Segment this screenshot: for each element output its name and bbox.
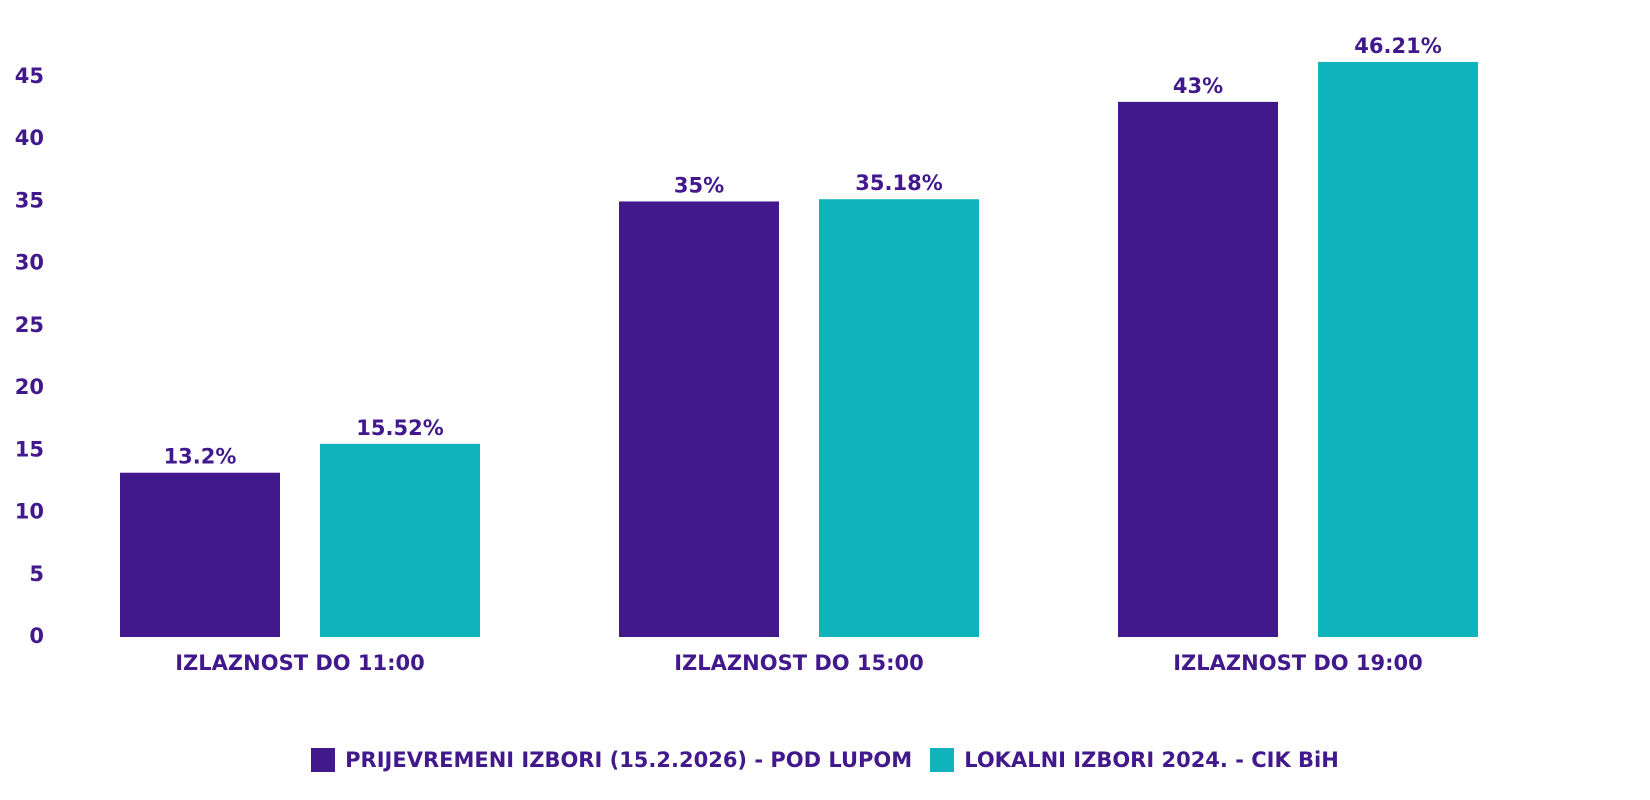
bar-series-2-1 xyxy=(320,443,480,637)
legend-label-series-1: PRIJEVREMENI IZBORI (15.2.2026) - POD LU… xyxy=(345,748,913,772)
bar-chart: 0 5 10 15 20 25 30 35 40 45 13.2% 15.52% 35% 35.18% 4… xyxy=(15,34,1478,675)
bar-series-1-3 xyxy=(1118,101,1278,637)
y-tick-label: 45 xyxy=(15,64,44,88)
y-tick-label: 0 xyxy=(29,624,44,648)
bar-series-1-1 xyxy=(120,472,280,637)
y-tick-label: 35 xyxy=(15,188,44,212)
bar-series-2-3 xyxy=(1318,61,1478,638)
x-category-label: IZLAZNOST DO 19:00 xyxy=(1173,651,1423,675)
legend-label-series-2: LOKALNI IZBORI 2024. - CIK BiH xyxy=(964,748,1339,772)
bar-series-2-2 xyxy=(819,199,979,637)
bar-series-1-2 xyxy=(619,201,779,637)
legend: PRIJEVREMENI IZBORI (15.2.2026) - POD LU… xyxy=(0,740,1650,780)
data-label: 35% xyxy=(674,173,724,197)
legend-swatch-series-2 xyxy=(930,748,955,772)
bars: 13.2% 15.52% 35% 35.18% 43% 46.21% xyxy=(120,34,1478,638)
y-tick-label: 25 xyxy=(15,313,44,337)
legend-item-series-1: PRIJEVREMENI IZBORI (15.2.2026) - POD LU… xyxy=(311,748,912,772)
y-tick-label: 10 xyxy=(15,500,44,524)
y-axis: 0 5 10 15 20 25 30 35 40 45 xyxy=(15,64,44,648)
legend-item-series-2: LOKALNI IZBORI 2024. - CIK BiH xyxy=(930,748,1339,772)
x-axis: IZLAZNOST DO 11:00 IZLAZNOST DO 15:00 IZLA… xyxy=(175,651,1423,675)
y-tick-label: 20 xyxy=(15,375,44,399)
x-category-label: IZLAZNOST DO 15:00 xyxy=(674,651,924,675)
data-label: 43% xyxy=(1173,74,1223,98)
data-label: 35.18% xyxy=(855,171,942,195)
x-category-label: IZLAZNOST DO 11:00 xyxy=(175,651,425,675)
data-label: 13.2% xyxy=(164,445,237,469)
y-tick-label: 15 xyxy=(15,437,44,461)
data-label: 46.21% xyxy=(1354,34,1441,58)
data-label: 15.52% xyxy=(356,416,443,440)
y-tick-label: 5 xyxy=(29,562,44,586)
legend-swatch-series-1 xyxy=(311,748,336,772)
y-tick-label: 40 xyxy=(15,126,44,150)
y-tick-label: 30 xyxy=(15,251,44,275)
